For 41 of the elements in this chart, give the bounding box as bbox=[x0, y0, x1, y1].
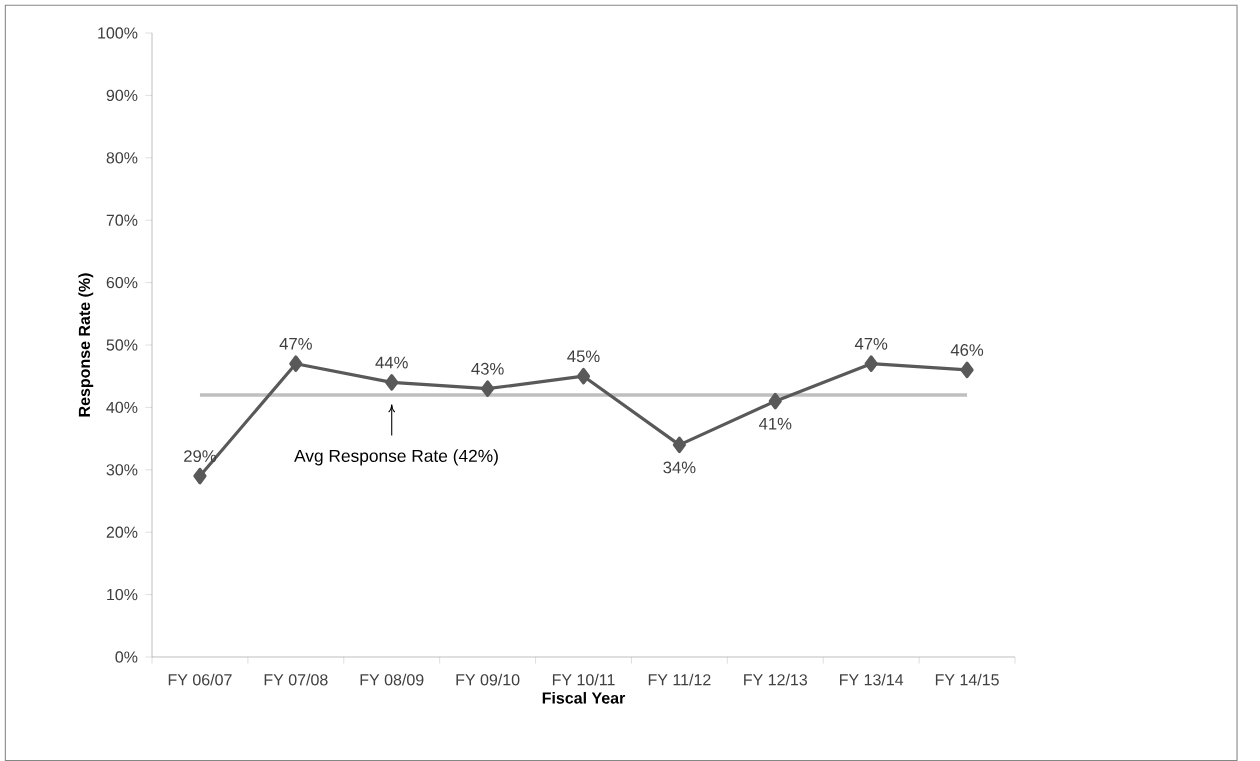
point bbox=[672, 436, 686, 454]
y-tick-label: 40% bbox=[106, 401, 138, 414]
data-label: 47% bbox=[279, 338, 312, 350]
y-tick-label: 10% bbox=[107, 588, 138, 601]
y-tick-label: 90% bbox=[106, 89, 138, 102]
x-tick-label: FY 11/12 bbox=[648, 673, 711, 686]
data-label: 41% bbox=[758, 417, 792, 430]
data-label: 44% bbox=[375, 356, 408, 369]
data-label: 47% bbox=[854, 338, 888, 350]
point bbox=[960, 361, 974, 379]
point bbox=[864, 355, 878, 372]
point bbox=[193, 467, 207, 485]
x-tick-label: FY 10/11 bbox=[552, 673, 615, 686]
y-tick-label: 100% bbox=[98, 27, 138, 39]
x-tick-label: FY 13/14 bbox=[840, 673, 904, 686]
y-axis-title: Response Rate (%) bbox=[78, 273, 94, 417]
y-tick-label: 0% bbox=[115, 651, 138, 663]
y-tick-label: 50% bbox=[106, 339, 138, 351]
x-tick-label: FY 08/09 bbox=[360, 673, 424, 686]
point bbox=[481, 380, 495, 397]
data-label: 46% bbox=[950, 344, 984, 356]
y-tick-label: 20% bbox=[106, 526, 138, 538]
y-tick-label: 60% bbox=[106, 276, 138, 289]
x-tick-label: FY 07/08 bbox=[264, 673, 328, 686]
data-label: 43% bbox=[471, 362, 504, 375]
data-label: 45% bbox=[567, 350, 600, 363]
x-tick-label: FY 12/13 bbox=[744, 673, 808, 686]
data-label: 29% bbox=[184, 450, 217, 462]
point bbox=[768, 392, 782, 410]
y-tick-label: 80% bbox=[106, 152, 138, 164]
y-tick-label: 70% bbox=[106, 214, 138, 226]
data-label: 34% bbox=[663, 461, 696, 474]
y-tick-label: 30% bbox=[106, 464, 138, 476]
x-tick-label: FY 06/07 bbox=[168, 673, 232, 686]
point bbox=[289, 355, 303, 372]
ref-line-label: Avg Response Rate (42%) bbox=[294, 449, 498, 466]
x-tick-label: FY 09/10 bbox=[456, 673, 520, 686]
point bbox=[385, 374, 399, 391]
x-axis-title: Fiscal Year bbox=[542, 691, 626, 704]
x-tick-label: FY 14/15 bbox=[935, 673, 999, 686]
point bbox=[576, 367, 591, 385]
